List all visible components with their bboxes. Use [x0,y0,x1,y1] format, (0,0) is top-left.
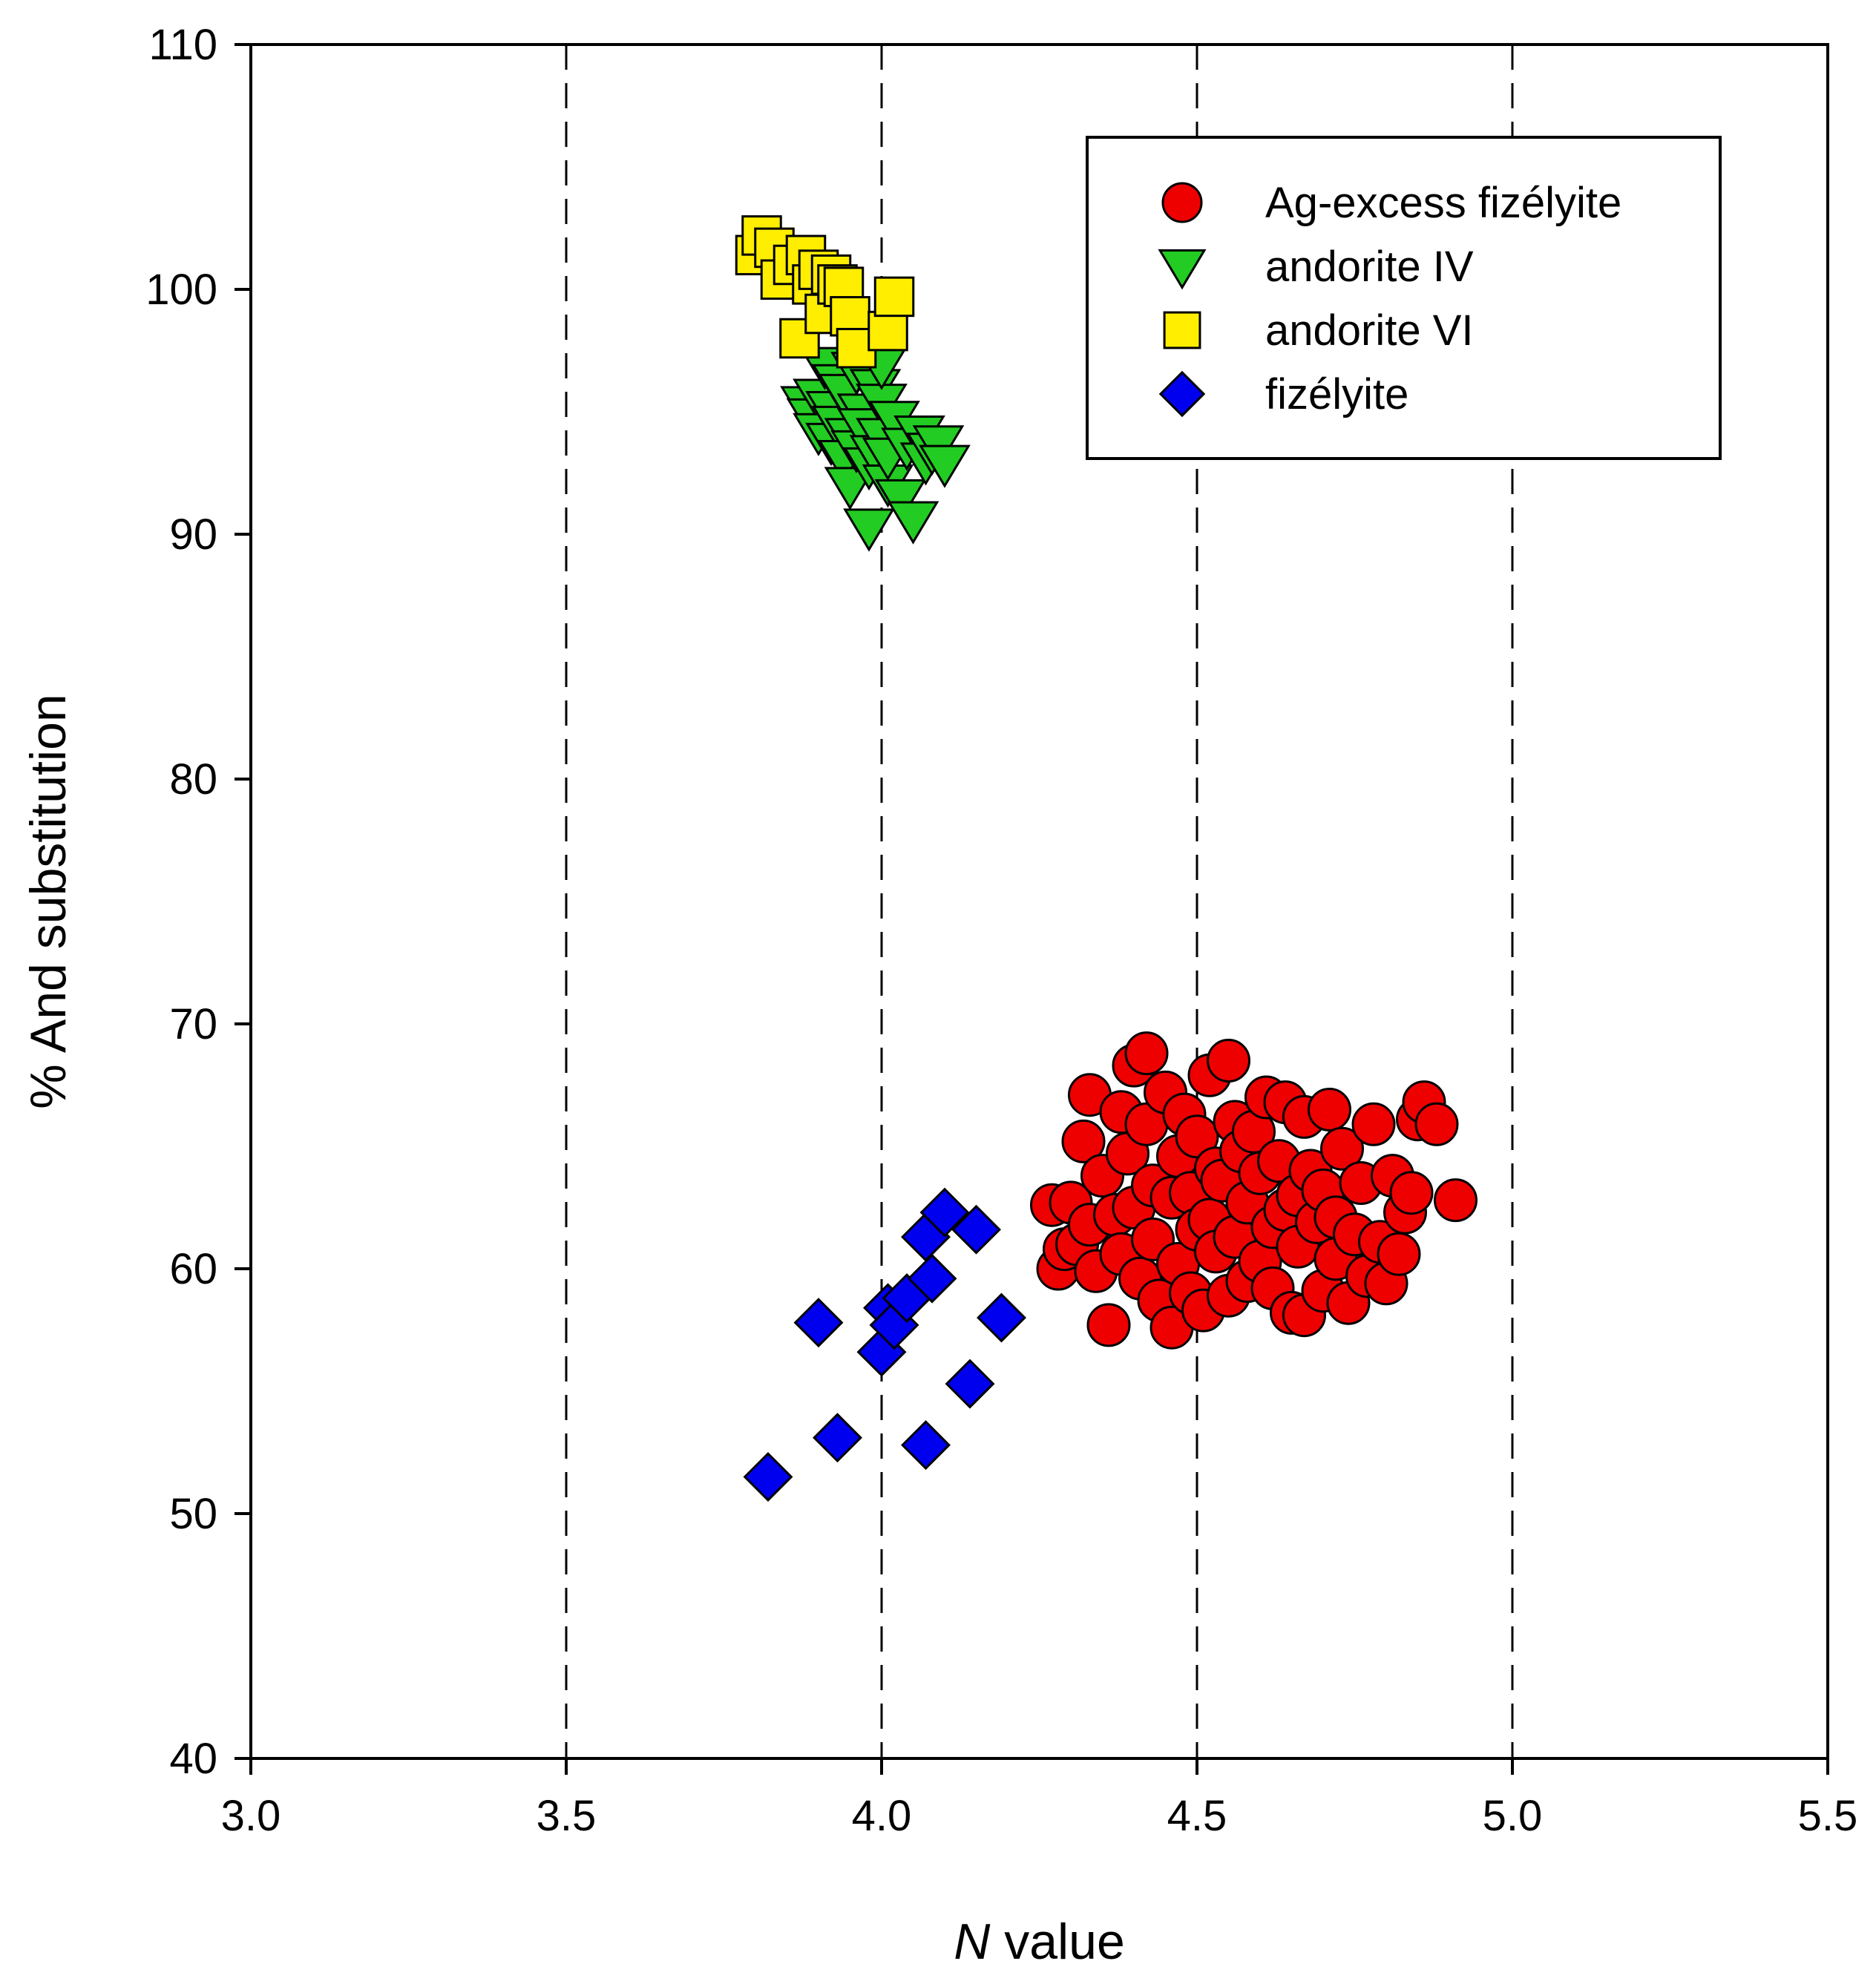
legend-item: Ag-excess fizélyite [1161,179,1621,227]
data-point-square [868,310,908,352]
x-tick-label: 4.0 [852,1792,912,1840]
y-tick-label: 110 [149,21,217,69]
data-point-triangle-down [919,444,971,488]
x-tick-label: 4.5 [1167,1792,1227,1840]
legend-label: fizélyite [1265,370,1408,418]
x-axis-label-italic: N [954,1914,991,1970]
legend-item: andorite VI [1163,306,1474,355]
data-point-circle [1434,1178,1477,1223]
data-point-diamond [901,1420,951,1471]
legend-item: fizélyite [1158,370,1408,418]
legend-marker-triangle-down [1158,249,1207,290]
plot-frame [249,43,1829,1760]
legend-marker-diamond [1158,370,1206,418]
y-tick-label: 70 [169,1000,217,1048]
data-point-circle [1124,1031,1169,1076]
data-point-diamond [743,1452,793,1502]
x-axis-label-rest: value [990,1914,1124,1970]
data-point-diamond [951,1204,1001,1255]
legend: Ag-excess fizélyite andorite IV andorite V… [1086,136,1722,460]
data-point-diamond [977,1292,1026,1343]
y-tick-label: 40 [169,1735,217,1783]
x-axis: 3.0 3.5 4.0 4.5 5.0 5.5 [221,1758,1858,1840]
data-point-circle [1061,1119,1106,1163]
data-point-triangle-down [887,501,939,545]
data-point-circle [1389,1171,1434,1215]
legend-label: andorite IV [1265,243,1474,291]
series-andorite-vi [735,215,915,369]
data-point-triangle-down [843,508,895,552]
series-andorite-iv [780,346,971,552]
legend-label: Ag-excess fizélyite [1265,179,1621,227]
data-point-triangle-down [874,479,927,523]
x-tick-label: 3.5 [537,1792,597,1840]
y-tick-label: 60 [169,1245,217,1293]
data-point-circle [1175,1114,1219,1159]
y-axis-label: % And substitution [20,694,76,1108]
x-tick-label: 5.0 [1483,1792,1543,1840]
data-point-diamond [919,1187,970,1238]
x-tick-label: 5.5 [1798,1792,1858,1840]
legend-item: andorite IV [1158,243,1474,291]
legend-marker-square [1163,311,1201,349]
data-point-diamond [907,1253,957,1304]
data-point-circle [1320,1126,1364,1171]
y-tick-label: 50 [169,1490,217,1538]
y-tick-label: 80 [169,755,217,804]
x-tick-label: 3.0 [221,1792,281,1840]
data-point-diamond [945,1359,995,1409]
y-tick-label: 90 [169,510,217,559]
x-axis-label: N value [954,1914,1125,1970]
data-point-diamond [793,1298,844,1348]
data-point-diamond [813,1413,862,1463]
data-point-circle [1414,1102,1459,1146]
legend-label: andorite VI [1265,306,1474,355]
data-point-square [779,318,820,359]
y-tick-label: 100 [145,266,217,314]
y-axis: 40 50 60 70 80 90 100 110 [145,21,251,1783]
data-points [735,215,1477,1502]
data-point-circle [1207,1039,1250,1083]
data-point-circle [1086,1303,1131,1347]
series-ag-excess-fiz-lyite [1030,1031,1477,1350]
data-point-circle [1351,1102,1396,1146]
data-point-circle [1377,1232,1421,1276]
series-fiz-lyite [743,1187,1026,1502]
legend-marker-circle [1161,182,1203,223]
data-point-circle [1308,1088,1351,1131]
data-point-square [873,276,915,318]
